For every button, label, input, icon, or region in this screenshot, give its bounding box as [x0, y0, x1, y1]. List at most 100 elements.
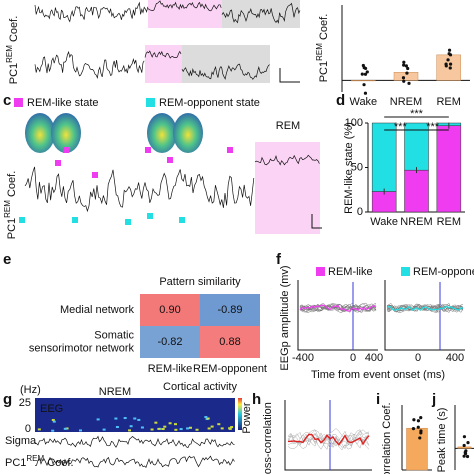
label-part: REM	[3, 200, 12, 218]
cell-label: -0.82	[157, 336, 182, 348]
dot	[360, 72, 364, 76]
spectro-blob	[207, 427, 211, 430]
bar-segment	[404, 122, 429, 171]
spectro-blob	[188, 426, 192, 429]
spectro-blob	[37, 428, 41, 431]
legend-label: REM-opponent	[413, 266, 474, 278]
spectro-blob	[206, 417, 210, 420]
spectro-blob	[157, 427, 161, 430]
y-tick-label: 50	[351, 161, 363, 173]
trace	[147, 0, 222, 12]
dot	[444, 64, 448, 68]
trace	[287, 433, 370, 450]
dot	[462, 435, 467, 439]
x-axis-label: Time from event onset (ms)	[311, 369, 445, 381]
label-part: PC1	[5, 457, 26, 469]
dot	[404, 64, 408, 68]
colorbar	[238, 398, 242, 430]
row-label: Medial network	[60, 304, 134, 316]
dot	[448, 62, 453, 66]
nrem-region	[182, 45, 270, 83]
dot	[363, 72, 368, 76]
x-tick-label: REM	[437, 216, 461, 228]
trace	[181, 63, 270, 80]
dot	[462, 443, 466, 448]
legend-label: REM-like	[328, 266, 373, 278]
dot	[447, 52, 451, 56]
trace-label: PC1REM Coef.	[5, 454, 74, 469]
bar	[457, 446, 472, 449]
spectro-blob	[228, 427, 232, 430]
marker	[179, 217, 185, 223]
brain-map	[51, 113, 81, 153]
legend-swatch	[146, 98, 155, 107]
panel-letter: i	[376, 391, 380, 408]
column-label: REM-opponent	[193, 363, 267, 375]
trace	[34, 455, 235, 469]
x-tick-label: 400	[446, 352, 464, 364]
marker	[167, 157, 173, 163]
dot	[402, 63, 406, 67]
legend-swatch	[14, 98, 23, 107]
cell-label: 0.90	[159, 304, 180, 316]
y-axis-label: ross-correlation	[262, 402, 274, 474]
bar-segment	[404, 169, 429, 213]
dot	[405, 71, 409, 75]
brain-map	[25, 113, 55, 153]
scale-bar	[279, 68, 300, 83]
bar	[406, 427, 428, 471]
unit-label: (Hz)	[20, 384, 41, 396]
x-tick-label: Wake	[370, 216, 398, 228]
x-axis-label: Cortical activity	[163, 381, 237, 393]
trace-label: Sigma	[5, 435, 37, 447]
trace	[386, 303, 464, 313]
marker	[72, 217, 78, 223]
marker	[145, 147, 151, 153]
region-label: REM	[276, 120, 300, 132]
spectro-blob	[230, 426, 234, 429]
dot	[402, 79, 406, 83]
rem-region	[255, 142, 320, 234]
dot	[447, 48, 452, 52]
label-part: Coef.	[8, 16, 20, 45]
spectro-blob	[79, 429, 83, 432]
spectro-blob	[186, 427, 190, 430]
spectrogram	[35, 398, 235, 432]
nrem-region	[222, 0, 300, 28]
dot	[462, 454, 466, 458]
dot	[406, 66, 410, 71]
x-tick-label: -400	[292, 352, 314, 364]
annotation: ***	[394, 121, 408, 133]
dot	[418, 436, 422, 440]
dot	[401, 76, 406, 80]
label-part: REM	[5, 45, 14, 63]
column-label: REM-like	[148, 363, 193, 375]
y-axis-label: REM-like state (%)	[343, 122, 355, 214]
title: NREM	[99, 386, 131, 398]
dot	[419, 429, 423, 433]
spectro-blob	[168, 422, 172, 425]
marker	[55, 160, 61, 166]
label-part: Coef.	[318, 14, 330, 43]
x-tick-label: REM	[436, 96, 460, 108]
row-label: Somatic	[94, 329, 134, 341]
trace	[386, 305, 464, 311]
y-axis-label: EEGp amplitude (mv)	[279, 265, 291, 370]
brain-map	[147, 113, 177, 153]
x-tick-label: 400	[365, 352, 383, 364]
dot	[363, 91, 368, 95]
annotation: ***	[426, 121, 440, 133]
panel-letter: h	[252, 391, 261, 408]
y-axis-label: Peak time (s)	[436, 408, 448, 473]
panel-letter: e	[3, 251, 11, 268]
cell-label: -0.89	[217, 304, 242, 316]
dot	[465, 454, 470, 459]
y-axis-label: PC1REM Coef.	[5, 16, 20, 85]
panel-letter: j	[431, 391, 436, 408]
axes	[284, 400, 372, 471]
trace	[34, 50, 145, 80]
legend-label: REM-opponent state	[159, 97, 260, 109]
dot	[407, 81, 411, 85]
y-axis-label: PC1REM Coef.	[315, 14, 330, 83]
